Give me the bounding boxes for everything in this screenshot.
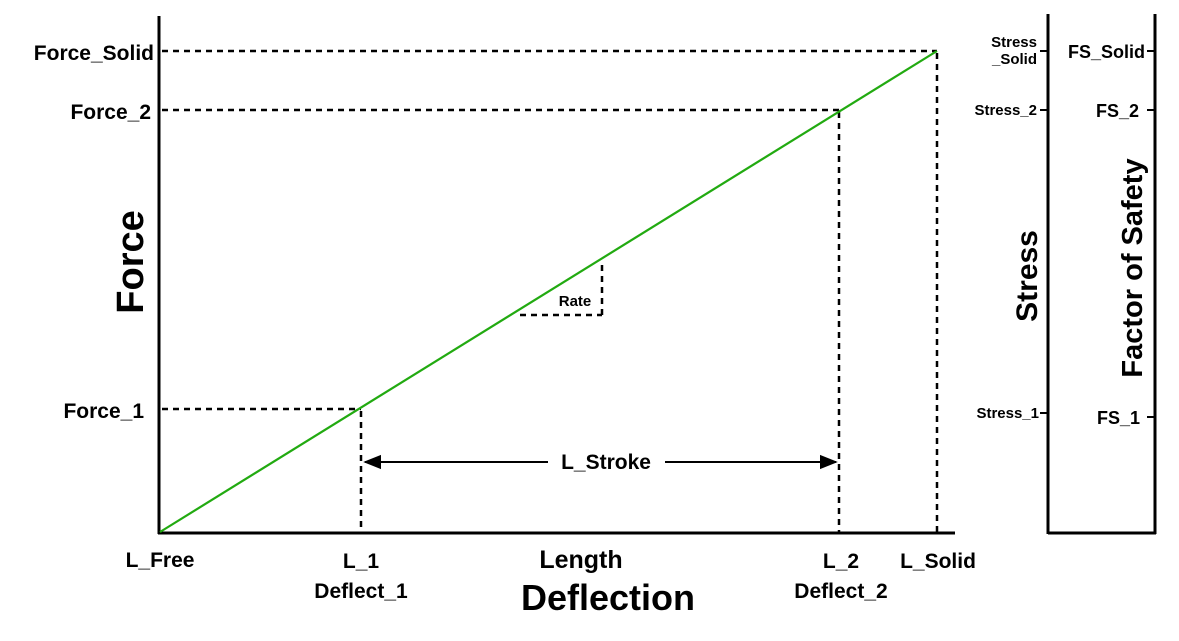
deflection-axis-title: Deflection — [521, 577, 695, 618]
fs-2-label: FS_2 — [1096, 101, 1139, 121]
stress-solid-label-line2: _Solid — [991, 51, 1037, 68]
rate-label: Rate — [559, 293, 592, 310]
deflect-2-label: Deflect_2 — [794, 580, 887, 603]
stress-1-label: Stress_1 — [976, 405, 1039, 422]
length-axis-title: Length — [539, 546, 622, 574]
stroke-label-bg — [550, 448, 663, 474]
l-1-label: L_1 — [343, 550, 380, 573]
fs-solid-label: FS_Solid — [1068, 42, 1145, 62]
force-deflection-line — [159, 50, 938, 533]
stress-axis-title: Stress — [1011, 230, 1044, 322]
force-axis-title: Force — [110, 210, 152, 313]
l-solid-label: L_Solid — [900, 550, 976, 573]
force-1-label: Force_1 — [63, 400, 144, 423]
stress-2-label: Stress_2 — [974, 102, 1037, 119]
stress-solid-label-line1: Stress — [991, 34, 1037, 51]
l-2-label: L_2 — [823, 550, 859, 573]
force-solid-label: Force_Solid — [34, 42, 154, 65]
l-free-label: L_Free — [126, 549, 195, 572]
deflect-1-label: Deflect_1 — [314, 580, 408, 603]
force-2-label: Force_2 — [70, 101, 151, 124]
stroke-label: L_Stroke — [561, 451, 651, 474]
fs-axis-title: Factor of Safety — [1117, 158, 1149, 377]
fs-1-label: FS_1 — [1097, 408, 1140, 428]
